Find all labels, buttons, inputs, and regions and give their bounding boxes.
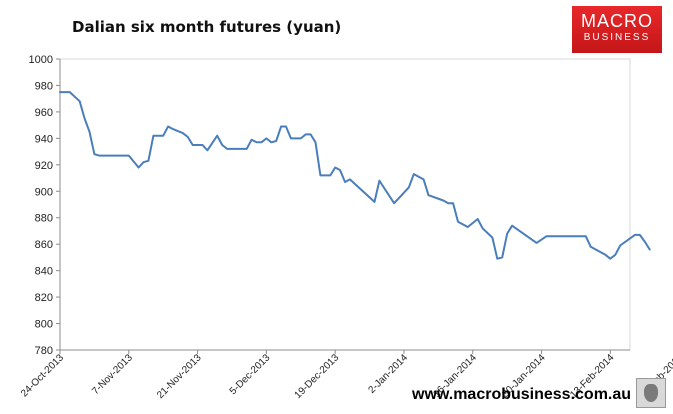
source-url: www.macrobusiness.com.au: [412, 386, 632, 403]
brand-logo: MACRO BUSINESS: [572, 6, 662, 53]
y-tick-label: 980: [35, 80, 53, 92]
logo-line-1: MACRO: [581, 11, 653, 31]
series-line: [59, 91, 651, 260]
x-tick-label: 24-Oct-2013: [19, 352, 66, 399]
x-tick-label: 19-Dec-2013: [293, 352, 342, 401]
x-tick-label: 21-Nov-2013: [155, 352, 204, 401]
wolf-icon: [636, 378, 666, 408]
y-tick-label: 920: [35, 160, 53, 172]
y-ticks: 780 800 820 840 860 880 900 920 940 960 980 1000: [29, 54, 60, 357]
y-tick-label: 780: [35, 345, 53, 357]
y-tick-label: 900: [35, 186, 53, 198]
x-tick-label: 2-Jan-2014: [367, 352, 411, 396]
y-tick-label: 960: [35, 107, 53, 119]
y-tick-label: 940: [35, 133, 53, 145]
y-tick-label: 860: [35, 239, 53, 251]
plot-area: [59, 58, 631, 351]
y-tick-label: 840: [35, 266, 53, 278]
y-tick-label: 1000: [29, 54, 53, 66]
y-tick-label: 800: [35, 319, 53, 331]
y-tick-label: 880: [35, 213, 53, 225]
logo-line-2: BUSINESS: [583, 32, 651, 43]
x-tick-label: 7-Nov-2013: [90, 352, 135, 397]
chart-title: Dalian six month futures (yuan): [72, 18, 342, 36]
y-tick-label: 820: [35, 292, 53, 304]
x-tick-label: 5-Dec-2013: [228, 352, 273, 397]
